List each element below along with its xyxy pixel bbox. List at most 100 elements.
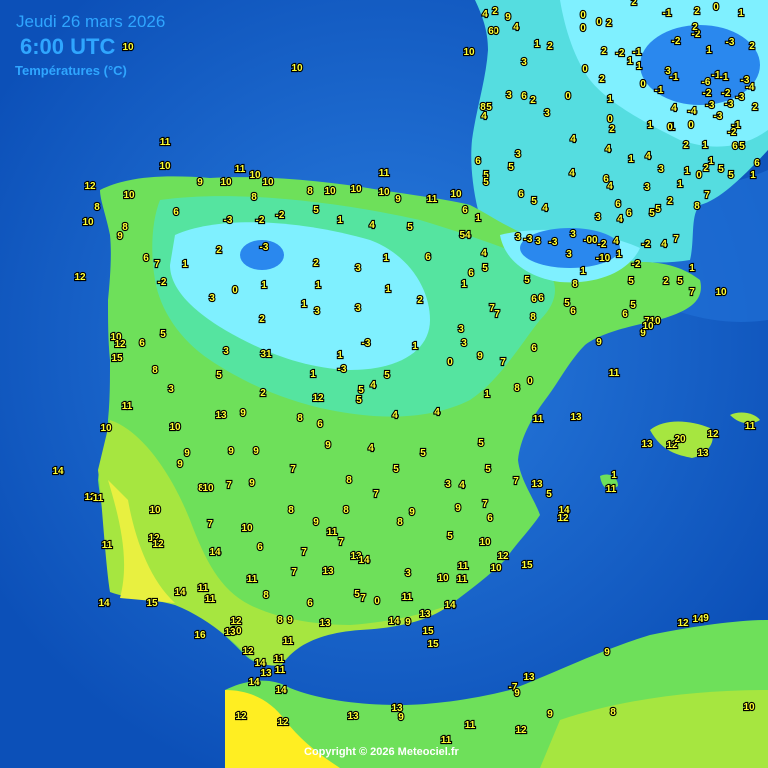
station-temperature: -1 <box>670 72 679 83</box>
station-temperature: 6 <box>425 252 431 263</box>
station-temperature: 0 <box>374 596 380 607</box>
station-temperature: 6 <box>518 189 524 200</box>
station-temperature: 6 <box>317 419 323 430</box>
station-temperature: 11 <box>458 561 469 572</box>
station-temperature: 8 <box>610 707 616 718</box>
station-temperature: 5 <box>630 300 636 311</box>
station-temperature: 9 <box>253 446 259 457</box>
station-temperature: -2 <box>616 48 625 59</box>
station-temperature: 0 <box>580 10 586 21</box>
station-temperature: 7 <box>373 489 379 500</box>
station-temperature: 10 <box>122 42 134 53</box>
station-temperature: -3 <box>706 100 715 111</box>
station-temperature: 2 <box>216 245 222 256</box>
station-temperature: 2 <box>667 196 673 207</box>
station-temperature: 20 <box>674 434 686 445</box>
station-temperature: 10 <box>100 423 112 434</box>
station-temperature: 9 <box>177 459 183 470</box>
station-temperature: -1 <box>633 47 642 58</box>
station-temperature: 10 <box>159 161 171 172</box>
station-temperature: 7 <box>290 464 296 475</box>
station-temperature: 7 <box>360 593 366 604</box>
station-temperature: 10 <box>463 47 475 58</box>
station-temperature: 1 <box>484 389 490 400</box>
station-temperature: 00 <box>586 235 598 246</box>
station-temperature: 12 <box>277 717 289 728</box>
station-temperature: 0 <box>232 285 238 296</box>
station-temperature: 5 <box>728 170 734 181</box>
station-temperature: 10 <box>743 702 755 713</box>
station-temperature: 10 <box>249 170 261 181</box>
station-temperature: 16 <box>194 630 206 641</box>
station-temperature: 6 <box>622 309 628 320</box>
station-temperature: 10 <box>642 321 654 332</box>
station-temperature: 11 <box>274 654 285 665</box>
station-temperature: 9 <box>249 478 255 489</box>
station-temperature: -2 <box>672 36 681 47</box>
station-temperature: 3 <box>405 568 411 579</box>
station-temperature: 11 <box>275 665 286 676</box>
station-temperature: 5 <box>313 205 319 216</box>
station-temperature: -2 <box>692 29 701 40</box>
station-temperature: 15 <box>521 560 533 571</box>
station-temperature: 6 <box>307 598 313 609</box>
station-temperature: 13 <box>641 439 653 450</box>
station-temperature: 5 <box>628 276 634 287</box>
station-temperature: 9 <box>703 613 709 624</box>
station-temperature: 5 <box>531 196 537 207</box>
station-temperature: 4 <box>613 236 619 247</box>
station-temperature: 4 <box>671 103 677 114</box>
station-temperature: 9 <box>197 177 203 188</box>
station-temperature: 11 <box>402 592 413 603</box>
station-temperature: 2 <box>703 163 709 174</box>
station-temperature: 10 <box>230 626 242 637</box>
station-temperature: 10 <box>324 186 336 197</box>
station-temperature: 6 <box>488 26 494 37</box>
station-temperature: 10 <box>169 422 181 433</box>
station-temperature: 2 <box>601 46 607 57</box>
station-temperature: 14 <box>275 685 287 696</box>
station-temperature: 12 <box>84 492 96 503</box>
station-temperature: 5 <box>655 204 661 215</box>
station-temperature: 7 <box>489 303 495 314</box>
station-temperature: 4 <box>605 144 611 155</box>
station-temperature: 0 <box>527 376 533 387</box>
land-morocco-warm <box>225 690 340 768</box>
station-temperature: 3 <box>515 149 521 160</box>
station-temperature: 1 <box>628 154 634 165</box>
station-temperature: -3 <box>224 215 233 226</box>
station-temperature: 7 <box>689 287 695 298</box>
station-temperature: 15 <box>146 598 158 609</box>
station-temperature: 11 <box>606 484 617 495</box>
station-temperature: 11 <box>745 421 756 432</box>
island-menorca <box>730 412 760 424</box>
station-temperature: 12 <box>515 725 527 736</box>
station-temperature: 1 <box>261 280 267 291</box>
station-temperature: 6 <box>468 268 474 279</box>
station-temperature: -2 <box>632 259 641 270</box>
station-temperature: 5 <box>508 162 514 173</box>
station-temperature: 6 <box>173 207 179 218</box>
station-temperature: 2 <box>606 18 612 29</box>
station-temperature: 8 <box>343 505 349 516</box>
station-temperature: 8 <box>288 505 294 516</box>
station-temperature: 6 <box>462 205 468 216</box>
station-temperature: -4 <box>688 106 697 117</box>
station-temperature: -2 <box>703 88 712 99</box>
station-temperature: 10 <box>291 63 303 74</box>
station-temperature: -1 <box>655 85 664 96</box>
station-temperature: 8 <box>572 279 578 290</box>
station-temperature: 9 <box>405 617 411 628</box>
station-temperature: 12 <box>242 646 254 657</box>
station-temperature: 1 <box>412 341 418 352</box>
station-temperature: 6 <box>732 141 738 152</box>
station-temperature: 5 <box>354 589 360 600</box>
station-temperature: 4 <box>607 181 613 192</box>
station-temperature: 3 <box>506 90 512 101</box>
station-temperature: 13 <box>347 711 359 722</box>
station-temperature: -3 <box>726 37 735 48</box>
station-temperature: 0 <box>565 91 571 102</box>
station-temperature: 5 <box>483 170 489 181</box>
station-temperature: 5 <box>358 385 364 396</box>
